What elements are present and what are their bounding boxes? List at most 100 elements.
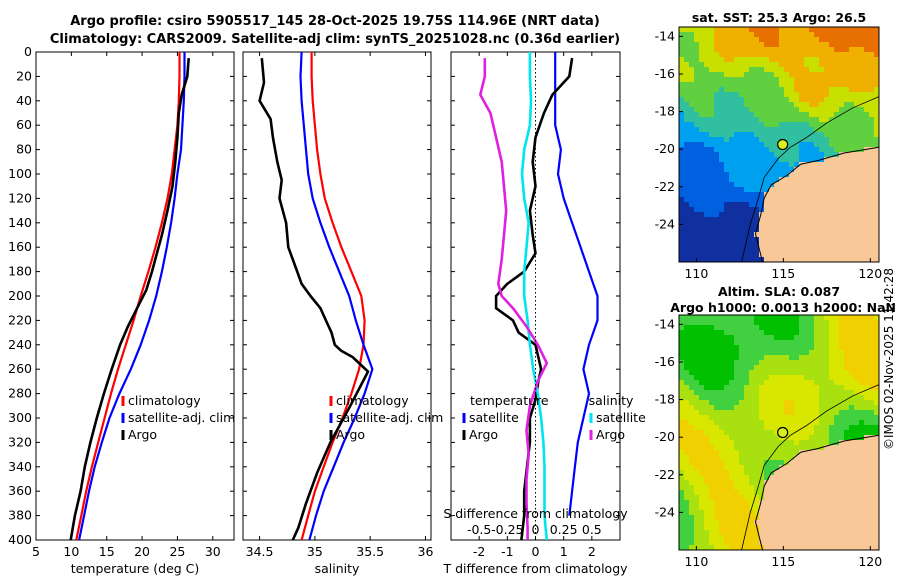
temperature-ytick-label: 20 — [16, 68, 32, 83]
salinity-legend-1-label: satellite-adj. clim — [336, 410, 443, 425]
temperature-ytick-label: 80 — [16, 142, 32, 157]
secondary-xtick-label: 0.5 — [582, 522, 602, 537]
salinity-series-satellite-adj-clim — [299, 52, 374, 540]
differences-xtick-label: 1 — [560, 544, 568, 559]
differences-series-temperature-satellite — [554, 52, 599, 516]
secondary-xtick-label: 0.25 — [550, 522, 578, 537]
temperature-legend-0-label: climatology — [128, 393, 201, 408]
chart-title-line2: Climatology: CARS2009. Satellite-adj cli… — [49, 32, 621, 47]
sla_map-xtick-label: 110 — [684, 554, 708, 569]
sst_map-ytick-label: -22 — [655, 179, 675, 194]
temperature-plot-area — [35, 51, 235, 541]
temperature-ytick-label: 240 — [8, 337, 32, 352]
differences-xtick-label: 2 — [588, 544, 596, 559]
salinity-xtick-label: 36 — [418, 544, 434, 559]
legend-temperature-title: temperature — [470, 393, 549, 408]
sla_map-ytick-label: -18 — [655, 392, 675, 407]
differences-xtick-label: 0 — [532, 544, 540, 559]
salinity-series-argo — [258, 57, 370, 540]
sst_map-xtick-label: 110 — [684, 266, 708, 281]
sla_map-ytick-label: -16 — [655, 354, 675, 369]
legend-salinity-0-label: satellite — [596, 410, 646, 425]
sla_map-xtick-label: 115 — [771, 554, 795, 569]
differences-xtick-label: -2 — [473, 544, 485, 559]
sla-map-subtitle: Argo h1000: 0.0013 h2000: NaN — [670, 300, 896, 315]
temperature-xlabel: temperature (deg C) — [71, 561, 200, 576]
sst_map-ytick-label: -18 — [655, 104, 675, 119]
salinity-xtick-label: 35.5 — [356, 544, 384, 559]
differences-series-temperature-argo — [494, 57, 574, 540]
legend-temperature-1-label: Argo — [469, 427, 498, 442]
sst_map-coastline — [754, 146, 880, 263]
temperature-ytick-label: 100 — [8, 166, 32, 181]
temperature-xtick-label: 10 — [63, 544, 79, 559]
temperature-xtick-label: 5 — [32, 544, 40, 559]
temperature-ytick-label: 140 — [8, 215, 32, 230]
sst_map-ytick-label: -20 — [655, 141, 675, 156]
temperature-ytick-label: 360 — [8, 483, 32, 498]
sla_map-field — [679, 315, 879, 550]
temperature-ytick-label: 400 — [8, 532, 32, 547]
sst_map-ytick-label: -14 — [655, 28, 675, 43]
legend-temperature-0-label: satellite — [469, 410, 519, 425]
temperature-ytick-label: 260 — [8, 361, 32, 376]
sla_map-argo-location-marker — [777, 426, 789, 439]
differences-xlabel: T difference from climatology — [442, 561, 628, 576]
temperature-ytick-label: 280 — [8, 386, 32, 401]
sla_map-ytick-label: -20 — [655, 429, 675, 444]
sla_map-ytick-label: -14 — [655, 316, 675, 331]
temperature-ytick-label: 320 — [8, 434, 32, 449]
temperature-ytick-label: 120 — [8, 190, 32, 205]
secondary-xtick-label: 0 — [532, 522, 540, 537]
salinity-legend-0-label: climatology — [336, 393, 409, 408]
sst_map-shelf-contour — [741, 96, 880, 263]
sst_map-xtick-label: 115 — [771, 266, 795, 281]
temperature-ytick-label: 220 — [8, 312, 32, 327]
salinity-legend-2-label: Argo — [336, 427, 365, 442]
sst_map-field — [679, 27, 879, 262]
sla-map-title: Altim. SLA: 0.087 — [718, 284, 840, 299]
salinity-xtick-label: 35 — [307, 544, 323, 559]
temperature-legend-1-label: satellite-adj. clim — [128, 410, 235, 425]
salinity-series-climatology — [300, 52, 366, 540]
sst_map-argo-location-marker — [777, 138, 789, 151]
sla_map-xtick-label: 120 — [858, 554, 882, 569]
secondary-xlabel: S difference from climatology — [443, 506, 628, 521]
salinity-xtick-label: 34.5 — [246, 544, 274, 559]
temperature-ytick-label: 60 — [16, 117, 32, 132]
temperature-ytick-label: 300 — [8, 410, 32, 425]
secondary-xtick-label: -0.25 — [491, 522, 523, 537]
temperature-ytick-label: 0 — [24, 44, 32, 59]
sst_map-frame — [678, 26, 880, 263]
sst_map-ytick-label: -24 — [655, 216, 675, 231]
legend-salinity-1-label: Argo — [596, 427, 625, 442]
temperature-ytick-label: 380 — [8, 508, 32, 523]
temperature-series-satellite-adj-clim — [78, 52, 186, 540]
temperature-ytick-label: 200 — [8, 288, 32, 303]
sla_map-frame — [678, 314, 880, 551]
chart-title-line1: Argo profile: csiro 5905517_145 28-Oct-2… — [70, 14, 600, 29]
sla_map-coastline — [754, 434, 880, 551]
sla_map-ytick-label: -22 — [655, 467, 675, 482]
secondary-xtick-label: -0.5 — [467, 522, 491, 537]
differences-series-salinity-satellite — [520, 52, 549, 540]
sla_map-ytick-label: -24 — [655, 504, 675, 519]
sst_map-xtick-label: 120 — [858, 266, 882, 281]
temperature-ytick-label: 180 — [8, 264, 32, 279]
temperature-ytick-label: 340 — [8, 459, 32, 474]
temperature-ytick-label: 40 — [16, 93, 32, 108]
temperature-series-argo — [69, 58, 190, 540]
temperature-xtick-label: 15 — [99, 544, 115, 559]
temperature-xtick-label: 25 — [169, 544, 185, 559]
legend-salinity-title: salinity — [589, 393, 634, 408]
differences-series-salinity-argo — [478, 58, 549, 540]
salinity-xlabel: salinity — [315, 561, 360, 576]
sst_map-ytick-label: -16 — [655, 66, 675, 81]
temperature-xtick-label: 30 — [205, 544, 221, 559]
sla_map-shelf-contour — [741, 384, 880, 551]
differences-xtick-label: -1 — [501, 544, 513, 559]
temperature-xtick-label: 20 — [134, 544, 150, 559]
sst-map-title: sat. SST: 25.3 Argo: 26.5 — [692, 10, 866, 25]
temperature-legend-2-label: Argo — [128, 427, 157, 442]
